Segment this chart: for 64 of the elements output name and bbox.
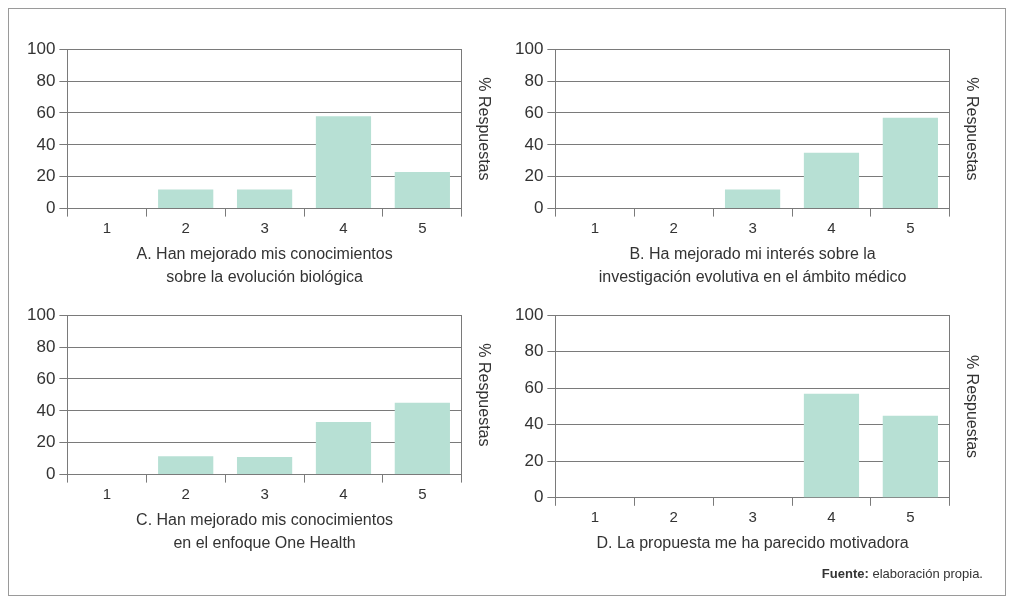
- x-tick-label: 5: [418, 484, 427, 502]
- y-tick-label: 60: [524, 377, 544, 397]
- y-tick-label: 80: [36, 70, 56, 90]
- y-tick-label: 0: [533, 198, 544, 218]
- y-tick-label: 100: [514, 38, 544, 58]
- y-tick-label: 0: [45, 198, 56, 218]
- bar: [724, 189, 781, 209]
- y-tick-label: 0: [45, 464, 56, 484]
- x-tick-label: 2: [669, 507, 678, 525]
- x-tick-label: 4: [339, 218, 348, 236]
- y-tick-label: 80: [524, 341, 544, 361]
- x-tick-label: 3: [748, 218, 757, 236]
- x-axis-title: B. Ha mejorado mi interés sobre la investigación evolutiva en el ámbito médico: [598, 244, 907, 285]
- y2-axis-title: % Respuestas: [475, 77, 493, 181]
- x-tick-label: 1: [102, 484, 111, 502]
- x-tick-label: 1: [590, 218, 599, 236]
- x-tick-label: 1: [590, 507, 599, 525]
- x-tick-label: 5: [906, 218, 915, 236]
- y-tick-label: 40: [36, 134, 56, 154]
- x-tick-label: 4: [827, 507, 836, 525]
- y-tick-label: 20: [524, 450, 544, 470]
- source-note: Fuente: elaboración propia.: [821, 566, 983, 581]
- y-tick-label: 0: [533, 487, 544, 507]
- y-tick-label: 80: [36, 336, 56, 356]
- bar: [882, 117, 938, 209]
- y-tick-label: 60: [524, 102, 544, 122]
- x-tick-label: 3: [260, 218, 269, 236]
- bar: [236, 457, 293, 475]
- y-tick-label: 20: [36, 166, 56, 186]
- y-tick-label: 100: [26, 304, 56, 324]
- x-axis-title: C. Han mejorado mis conocimientos en el enfoque One Health: [136, 510, 394, 551]
- y2-axis-title: % Respuestas: [963, 77, 981, 181]
- x-tick-label: 4: [339, 484, 348, 502]
- y-tick-label: 40: [524, 414, 544, 434]
- y-tick-label: 100: [514, 304, 544, 324]
- y2-axis-title: % Respuestas: [963, 354, 981, 459]
- y-tick-label: 60: [36, 102, 56, 122]
- x-tick-label: 3: [748, 507, 757, 525]
- bar: [158, 456, 214, 475]
- x-tick-label: 2: [669, 218, 678, 236]
- bar: [803, 152, 860, 209]
- y2-axis-title: % Respuestas: [475, 343, 493, 447]
- y-tick-label: 60: [36, 368, 56, 388]
- bar: [394, 171, 450, 209]
- y-tick-label: 100: [26, 38, 56, 58]
- bar: [315, 422, 372, 475]
- x-axis-title: D. La propuesta me ha parecido motivadora: [596, 533, 909, 551]
- x-tick-label: 5: [418, 218, 427, 236]
- bar: [158, 189, 214, 209]
- y-tick-label: 20: [524, 166, 544, 186]
- x-tick-label: 2: [181, 218, 190, 236]
- x-tick-label: 5: [906, 507, 915, 525]
- x-tick-label: 1: [102, 218, 111, 236]
- y-tick-label: 40: [36, 400, 56, 420]
- y-tick-label: 20: [36, 432, 56, 452]
- x-tick-label: 4: [827, 218, 836, 236]
- x-tick-label: 3: [260, 484, 269, 502]
- y-tick-label: 80: [524, 70, 544, 90]
- x-tick-label: 2: [181, 484, 190, 502]
- bar: [236, 189, 293, 209]
- bar: [394, 402, 450, 475]
- bar: [315, 116, 372, 209]
- x-axis-title: A. Han mejorado mis conocimientos sobre la evolución biológica: [136, 244, 393, 285]
- y-tick-label: 40: [524, 134, 544, 154]
